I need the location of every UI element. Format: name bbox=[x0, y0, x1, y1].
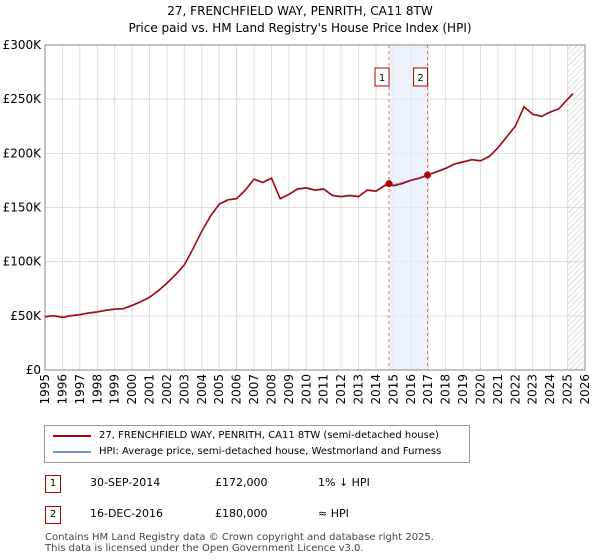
plot-frame bbox=[44, 44, 586, 371]
sale-price: £172,000 bbox=[215, 476, 268, 489]
hpi-line-swatch bbox=[53, 451, 91, 453]
property-series-line bbox=[44, 93, 574, 319]
sale-date: 16-DEC-2016 bbox=[90, 507, 164, 520]
x-tick-label: 2023 bbox=[526, 374, 540, 405]
x-tick-label: 2020 bbox=[473, 374, 487, 405]
x-tick-label: 1996 bbox=[55, 374, 69, 405]
property-line-swatch bbox=[53, 435, 91, 437]
x-tick-label: 2008 bbox=[264, 374, 278, 405]
sale-marker-label: 2 bbox=[417, 73, 423, 84]
sale-row-1: 1 30-SEP-2014 £172,000 1% ↓ HPI bbox=[0, 474, 600, 494]
sale-hpi-comparison: 1% ↓ HPI bbox=[318, 476, 370, 489]
sale-badge: 1 bbox=[45, 475, 61, 493]
x-tick-label: 2024 bbox=[543, 374, 557, 405]
sale-badge: 2 bbox=[45, 506, 61, 524]
sale-point bbox=[385, 180, 393, 188]
x-tick-label: 2009 bbox=[282, 374, 296, 405]
sale-marker-box bbox=[413, 67, 429, 87]
sale-period-shading bbox=[389, 45, 428, 370]
x-tick-label: 2003 bbox=[177, 374, 191, 405]
legend-property-label: 27, FRENCHFIELD WAY, PENRITH, CA11 8TW (… bbox=[99, 430, 439, 441]
x-tick-label: 2017 bbox=[421, 374, 435, 405]
x-tick-label: 2014 bbox=[369, 374, 383, 405]
legend: 27, FRENCHFIELD WAY, PENRITH, CA11 8TW (… bbox=[44, 425, 470, 463]
x-tick-label: 2011 bbox=[317, 374, 331, 405]
x-tick-label: 2001 bbox=[143, 374, 157, 405]
x-tick-label: 2016 bbox=[404, 374, 418, 405]
x-tick-label: 1997 bbox=[73, 374, 87, 405]
x-tick-label: 2004 bbox=[195, 374, 209, 405]
sale-hpi-comparison: ≈ HPI bbox=[318, 507, 349, 520]
x-tick-label: 2002 bbox=[160, 374, 174, 405]
x-tick-label: 2010 bbox=[299, 374, 313, 405]
chart-title: 27, FRENCHFIELD WAY, PENRITH, CA11 8TW bbox=[167, 4, 433, 18]
x-tick-label: 1999 bbox=[108, 374, 122, 405]
sale-price: £180,000 bbox=[215, 507, 268, 520]
x-tick-label: 2022 bbox=[508, 374, 522, 405]
x-tick-label: 2021 bbox=[491, 374, 505, 405]
forecast-hatch bbox=[567, 45, 585, 370]
legend-hpi-label: HPI: Average price, semi-detached house,… bbox=[99, 446, 442, 457]
y-tick-label: £250K bbox=[3, 92, 43, 106]
x-tick-label: 1995 bbox=[38, 374, 52, 405]
x-tick-label: 2007 bbox=[247, 374, 261, 405]
x-tick-label: 2015 bbox=[386, 374, 400, 405]
y-tick-label: £300K bbox=[3, 38, 43, 52]
sale-marker-box bbox=[374, 67, 390, 87]
y-tick-label: £150K bbox=[3, 201, 43, 215]
chart-subtitle: Price paid vs. HM Land Registry's House … bbox=[128, 21, 472, 35]
x-tick-label: 2005 bbox=[212, 374, 226, 405]
x-tick-label: 2012 bbox=[334, 374, 348, 405]
x-tick-label: 2018 bbox=[439, 374, 453, 405]
x-tick-label: 2000 bbox=[125, 374, 139, 405]
footer-licence: This data is licensed under the Open Gov… bbox=[45, 543, 364, 554]
x-tick-label: 2019 bbox=[456, 374, 470, 405]
x-tick-label: 2026 bbox=[578, 374, 592, 405]
sale-point bbox=[424, 171, 432, 179]
sale-row-2: 2 16-DEC-2016 £180,000 ≈ HPI bbox=[0, 505, 600, 525]
sale-marker-label: 1 bbox=[379, 73, 385, 84]
footer-copyright: Contains HM Land Registry data © Crown c… bbox=[45, 532, 434, 543]
x-tick-label: 1998 bbox=[90, 374, 104, 405]
y-tick-label: £100K bbox=[3, 255, 43, 269]
y-tick-label: £0 bbox=[26, 363, 41, 377]
x-tick-label: 2025 bbox=[561, 374, 575, 405]
y-tick-label: £50K bbox=[10, 309, 42, 323]
x-tick-label: 2013 bbox=[352, 374, 366, 405]
y-tick-label: £200K bbox=[3, 146, 43, 160]
x-tick-label: 2006 bbox=[230, 374, 244, 405]
sale-date: 30-SEP-2014 bbox=[90, 476, 161, 489]
